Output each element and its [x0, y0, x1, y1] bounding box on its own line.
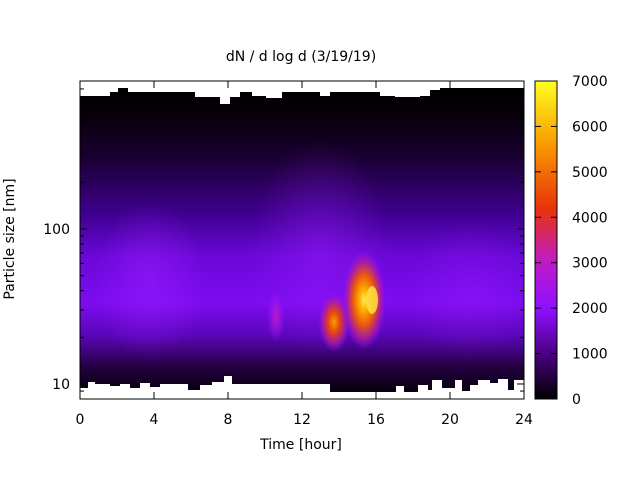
x-tick-label: 20 [441, 412, 459, 428]
heatmap-missing-bottom [80, 376, 524, 399]
x-tick-label: 24 [515, 412, 533, 428]
heatmap [80, 81, 524, 399]
colorbar-tick-label: 5000 [572, 165, 608, 181]
heatmap-feature-2 [318, 292, 350, 352]
heatmap-haze-night [410, 220, 524, 360]
x-tick-label: 4 [150, 412, 159, 428]
colorbar-tick-label: 2000 [572, 301, 608, 317]
x-axis: 0 4 8 12 16 20 24 [76, 81, 533, 428]
colorbar-tick-label: 6000 [572, 119, 608, 135]
heatmap-haze-morning [95, 200, 205, 360]
x-tick-label: 0 [76, 412, 85, 428]
colorbar-tick-label: 0 [572, 392, 581, 408]
colorbar [534, 80, 558, 400]
x-tick-label: 16 [367, 412, 385, 428]
colorbar-tick-label: 1000 [572, 347, 608, 363]
x-axis-label: Time [hour] [259, 437, 342, 453]
colorbar-axis: 0 1000 2000 3000 4000 5000 6000 7000 [535, 74, 608, 408]
heatmap-feature-3 [342, 250, 386, 350]
y-tick-label: 100 [43, 222, 70, 238]
colorbar-tick-label: 7000 [572, 74, 608, 90]
x-tick-label: 12 [293, 412, 311, 428]
y-axis-label: Particle size [nm] [2, 178, 18, 299]
y-axis: 10 100 [43, 80, 524, 400]
heatmap-feature-1 [267, 290, 285, 342]
y-tick-label: 10 [52, 377, 70, 393]
heatmap-missing-top [80, 81, 524, 104]
heatmap-feature-3-core [366, 286, 378, 314]
chart-title: dN / d log d (3/19/19) [226, 49, 376, 65]
x-tick-label: 8 [224, 412, 233, 428]
colorbar-tick-label: 3000 [572, 256, 608, 272]
colorbar-tick-label: 4000 [572, 210, 608, 226]
